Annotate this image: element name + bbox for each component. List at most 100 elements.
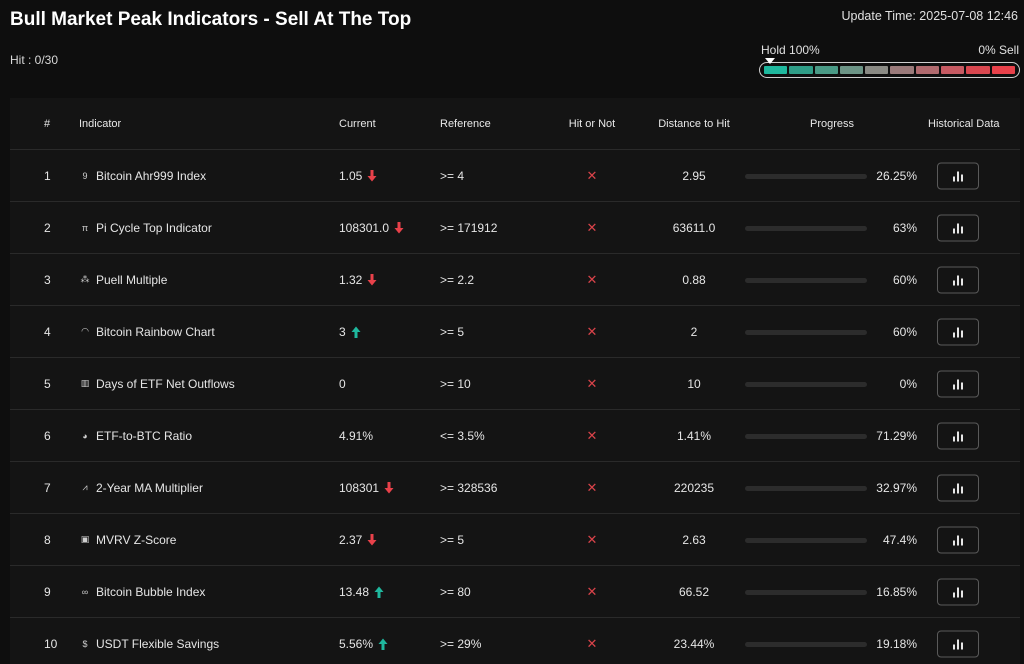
- indicator-name[interactable]: Bitcoin Rainbow Chart: [96, 324, 215, 339]
- table-row: 3 ⁂ Puell Multiple 1.32 >= 2.2 ✕ 0.88 60…: [10, 254, 1020, 306]
- historical-data-button[interactable]: [937, 370, 979, 397]
- indicators-table: # Indicator Current Reference Hit or Not…: [10, 98, 1020, 664]
- row-number: 2: [44, 220, 51, 235]
- progress-cell: 71.29%: [745, 429, 945, 443]
- historical-data-button[interactable]: [937, 214, 979, 241]
- col-header-indicator: Indicator: [79, 117, 122, 130]
- gauge-hold-label: Hold 100%: [761, 43, 820, 57]
- table-row: 7 ⩘ 2-Year MA Multiplier 108301 >= 32853…: [10, 462, 1020, 514]
- current-cell: 108301: [339, 481, 394, 495]
- current-value: 108301.0: [339, 220, 390, 235]
- bar-chart-icon: [953, 223, 963, 233]
- current-value: 4.91%: [339, 428, 374, 443]
- historical-data-button[interactable]: [937, 630, 979, 657]
- indicator-cell[interactable]: ⁂ Puell Multiple: [79, 272, 168, 287]
- row-number: 4: [44, 324, 51, 339]
- indicator-cell[interactable]: π Pi Cycle Top Indicator: [79, 221, 212, 235]
- historical-data-button[interactable]: [937, 526, 979, 553]
- historical-data-button[interactable]: [937, 474, 979, 501]
- historical-data-button[interactable]: [937, 578, 979, 605]
- gauge-segment: [991, 66, 1015, 74]
- dollar-icon: $: [82, 638, 88, 649]
- row-number: 6: [44, 428, 51, 443]
- indicator-cell[interactable]: ▣ MVRV Z-Score: [79, 532, 177, 547]
- distance-value: 23.44%: [673, 636, 715, 651]
- historical-data-button[interactable]: [937, 422, 979, 449]
- current-value: 2.37: [339, 532, 363, 547]
- indicator-cell[interactable]: 9 Bitcoin Ahr999 Index: [79, 169, 206, 183]
- pie-chart-icon: ◕: [82, 430, 88, 441]
- historical-data-button[interactable]: [937, 266, 979, 293]
- indicator-cell[interactable]: ∞ Bitcoin Bubble Index: [79, 584, 206, 599]
- reference-value: >= 80: [440, 584, 471, 599]
- bubble-icon: ∞: [81, 586, 89, 597]
- clipboard-icon: ▣: [80, 534, 90, 544]
- progress-percent: 71.29%: [876, 428, 917, 443]
- reference-value: >= 10: [440, 376, 471, 391]
- line-chart-icon: ⩘: [82, 482, 88, 492]
- col-header-hit: Hit or Not: [568, 117, 616, 130]
- current-value: 0: [339, 376, 346, 391]
- col-header-num: #: [44, 117, 51, 130]
- hit-counter: Hit : 0/30: [10, 53, 59, 67]
- indicator-name[interactable]: Days of ETF Net Outflows: [96, 376, 235, 391]
- arrow-down-icon: [394, 221, 404, 233]
- current-value: 108301: [339, 480, 380, 495]
- table-row: 5 ▥ Days of ETF Net Outflows 0 >= 10 ✕ 1…: [10, 358, 1020, 410]
- not-hit-icon: ✕: [586, 375, 598, 391]
- rainbow-icon: ◠: [81, 326, 89, 336]
- historical-data-button[interactable]: [937, 162, 979, 189]
- table-row: 8 ▣ MVRV Z-Score 2.37 >= 5 ✕ 2.63 47.4%: [10, 514, 1020, 566]
- indicator-cell[interactable]: ▥ Days of ETF Net Outflows: [79, 377, 235, 391]
- bar-chart-icon: [953, 535, 963, 545]
- progress-percent: 63%: [892, 220, 917, 235]
- progress-bar: [745, 381, 867, 387]
- reference-value: >= 171912: [440, 220, 498, 235]
- arrow-down-icon: [367, 533, 377, 545]
- arrow-down-icon: [367, 169, 377, 181]
- historical-data-button[interactable]: [937, 318, 979, 345]
- reference-value: >= 328536: [440, 480, 498, 495]
- update-time: Update Time: 2025-07-08 12:46: [841, 9, 1018, 23]
- indicator-name[interactable]: ETF-to-BTC Ratio: [96, 428, 193, 443]
- arrow-up-icon: [378, 638, 388, 650]
- bar-chart-icon: ▥: [80, 378, 90, 388]
- col-header-reference: Reference: [440, 117, 491, 130]
- distance-value: 66.52: [678, 584, 710, 599]
- historical-data-cell: [928, 578, 988, 605]
- ahr999-icon: 9: [82, 170, 88, 181]
- not-hit-icon: ✕: [586, 583, 598, 599]
- current-value: 1.05: [339, 168, 363, 183]
- historical-data-cell: [928, 162, 988, 189]
- pi-cycle-icon: π: [81, 222, 89, 233]
- gauge-segment: [966, 66, 990, 74]
- indicator-name[interactable]: Bitcoin Ahr999 Index: [96, 168, 207, 183]
- col-header-progress: Progress: [810, 117, 855, 130]
- indicator-name[interactable]: Pi Cycle Top Indicator: [96, 220, 212, 235]
- distance-value: 63611.0: [672, 220, 716, 235]
- indicator-cell[interactable]: ◕ ETF-to-BTC Ratio: [79, 429, 192, 443]
- arrow-up-icon: [374, 586, 384, 598]
- indicator-name[interactable]: USDT Flexible Savings: [96, 636, 220, 651]
- distance-value: 10: [687, 376, 701, 391]
- progress-bar: [745, 277, 867, 283]
- distance-value: 2: [690, 324, 698, 339]
- bar-chart-icon: [953, 483, 963, 493]
- reference-value: >= 4: [440, 168, 465, 183]
- row-number: 5: [44, 376, 51, 391]
- indicator-name[interactable]: 2-Year MA Multiplier: [96, 480, 203, 495]
- indicator-name[interactable]: Bitcoin Bubble Index: [96, 584, 206, 599]
- progress-bar: [745, 433, 867, 439]
- table-header: # Indicator Current Reference Hit or Not…: [10, 98, 1020, 150]
- indicator-cell[interactable]: $ USDT Flexible Savings: [79, 637, 219, 651]
- progress-cell: 16.85%: [745, 585, 945, 599]
- indicator-cell[interactable]: ⩘ 2-Year MA Multiplier: [79, 480, 203, 495]
- gauge-segment: [890, 66, 914, 74]
- indicator-cell[interactable]: ◠ Bitcoin Rainbow Chart: [79, 325, 215, 339]
- indicator-name[interactable]: MVRV Z-Score: [96, 532, 177, 547]
- row-number: 3: [44, 272, 51, 287]
- progress-percent: 60%: [892, 272, 917, 287]
- table-row: 2 π Pi Cycle Top Indicator 108301.0 >= 1…: [10, 202, 1020, 254]
- historical-data-cell: [928, 474, 988, 501]
- indicator-name[interactable]: Puell Multiple: [96, 272, 168, 287]
